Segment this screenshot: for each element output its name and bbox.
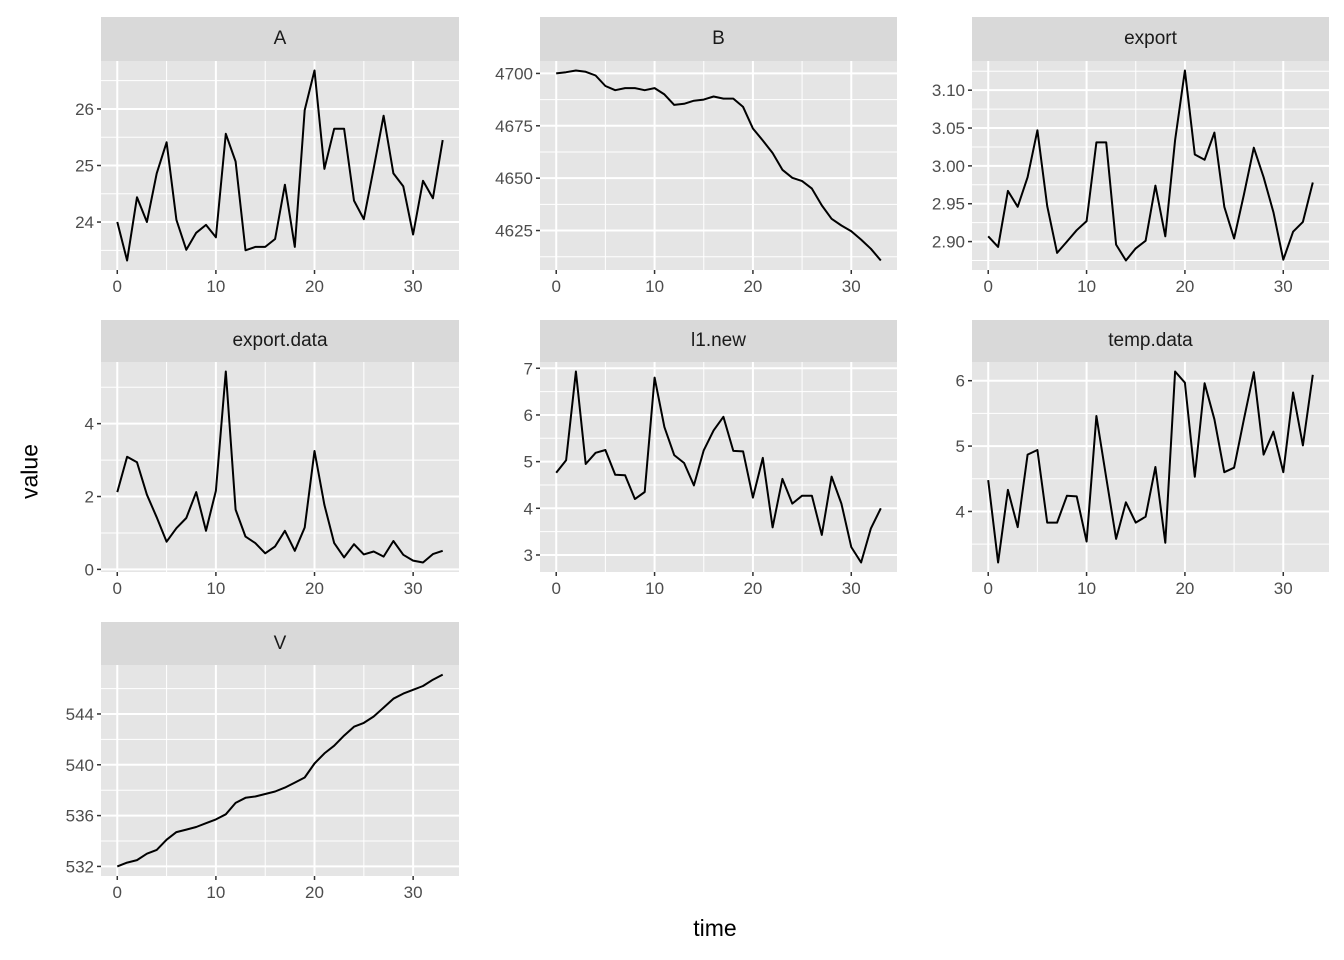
- panel-V: 532 536 540 544 0 10 20 30: [66, 665, 459, 902]
- panel-background: [972, 362, 1329, 572]
- series-line-V: [116, 673, 444, 868]
- strip-label: A: [273, 28, 287, 49]
- strip-label: l1.new: [691, 330, 746, 351]
- panel-background: [540, 61, 897, 270]
- panel-temp-data: 4 5 6 0 10 20 30: [956, 362, 1329, 598]
- strip-export: export: [972, 17, 1329, 61]
- strip-label: V: [273, 632, 287, 654]
- x-tick-label: 30: [1274, 579, 1293, 598]
- y-tick-label: 3.00: [932, 157, 965, 176]
- x-tick-label: 10: [1077, 579, 1096, 598]
- y-tick-label: 7: [524, 359, 533, 378]
- y-tick-label: 536: [66, 807, 94, 826]
- x-tick-label: 20: [1175, 277, 1194, 296]
- panel-export: 2.90 2.95 3.00 3.05 3.10 0 10 20 30: [932, 61, 1329, 296]
- x-tick-label: 30: [1274, 277, 1293, 296]
- y-tick-label: 544: [66, 705, 94, 724]
- panel-l1-new: 3 4 5 6 7 0 10 20 30: [524, 359, 897, 598]
- x-tick-label: 10: [206, 277, 225, 296]
- strip-label: B: [712, 28, 725, 49]
- y-tick-label: 4700: [495, 64, 533, 83]
- y-tick-label: 0: [85, 560, 94, 579]
- y-axis-title: value: [16, 444, 43, 499]
- strip-temp-data: temp.data: [972, 320, 1329, 362]
- y-tick-label: 4: [524, 499, 533, 518]
- panel-background: [540, 362, 897, 572]
- y-tick-label: 2.90: [932, 233, 965, 252]
- x-axis-title: time: [693, 915, 737, 941]
- y-tick-label: 3.10: [932, 81, 965, 100]
- x-tick-label: 0: [113, 277, 122, 296]
- strip-V: V: [101, 622, 459, 665]
- y-tick-label: 3: [524, 546, 533, 565]
- y-tick-label: 4: [85, 415, 94, 434]
- strip-label: export: [1124, 28, 1177, 49]
- y-tick-label: 5: [956, 437, 965, 456]
- y-tick-label: 4: [956, 502, 965, 521]
- panel-background: [101, 665, 459, 876]
- y-tick-label: 2: [85, 488, 94, 507]
- y-tick-label: 4650: [495, 169, 533, 188]
- x-tick-label: 10: [1077, 277, 1096, 296]
- y-tick-label: 6: [524, 406, 533, 425]
- strip-label: temp.data: [1108, 330, 1193, 351]
- x-tick-label: 10: [645, 277, 664, 296]
- x-tick-label: 30: [404, 579, 423, 598]
- strip-l1-new: l1.new: [540, 320, 897, 362]
- y-tick-label: 24: [75, 213, 94, 232]
- y-tick-label: 540: [66, 756, 94, 775]
- x-tick-label: 20: [305, 883, 324, 902]
- x-tick-label: 0: [113, 883, 122, 902]
- x-tick-label: 20: [1175, 579, 1194, 598]
- series-line-temp-data: [987, 370, 1314, 564]
- x-tick-label: 20: [743, 579, 762, 598]
- y-tick-label: 2.95: [932, 195, 965, 214]
- y-tick-label: 26: [75, 100, 94, 119]
- x-tick-label: 30: [404, 277, 423, 296]
- y-tick-label: 532: [66, 857, 94, 876]
- y-tick-label: 6: [956, 372, 965, 391]
- strip-label: export.data: [232, 330, 328, 351]
- y-tick-label: 25: [75, 157, 94, 176]
- x-tick-label: 10: [206, 579, 225, 598]
- panel-background: [101, 362, 459, 572]
- strip-B: B: [540, 17, 897, 61]
- strip-A: A: [101, 17, 459, 61]
- y-tick-label: 4625: [495, 222, 533, 241]
- series-line-export-data: [116, 370, 444, 564]
- panel-B: 4625 4650 4675 4700 0 10 20 30: [495, 61, 897, 296]
- panel-export-data: 0 2 4 0 10 20 30: [85, 362, 459, 598]
- x-tick-label: 0: [551, 277, 560, 296]
- x-tick-label: 0: [551, 579, 560, 598]
- x-tick-label: 20: [305, 277, 324, 296]
- x-tick-label: 20: [305, 579, 324, 598]
- x-tick-label: 0: [113, 579, 122, 598]
- x-tick-label: 30: [842, 579, 861, 598]
- x-tick-label: 10: [645, 579, 664, 598]
- strip-export-data: export.data: [101, 320, 459, 362]
- series-line-export: [987, 69, 1314, 262]
- y-tick-label: 3.05: [932, 119, 965, 138]
- x-tick-label: 0: [983, 579, 992, 598]
- y-tick-label: 5: [524, 453, 533, 472]
- series-line-B: [556, 69, 882, 262]
- y-tick-label: 4675: [495, 117, 533, 136]
- x-tick-label: 20: [743, 277, 762, 296]
- x-tick-label: 30: [842, 277, 861, 296]
- x-tick-label: 30: [404, 883, 423, 902]
- series-line-l1-new: [555, 370, 882, 564]
- series-line-A: [116, 69, 444, 262]
- x-tick-label: 10: [206, 883, 225, 902]
- x-tick-label: 0: [983, 277, 992, 296]
- panel-A: 24 25 26 0 10 20 30: [75, 61, 459, 296]
